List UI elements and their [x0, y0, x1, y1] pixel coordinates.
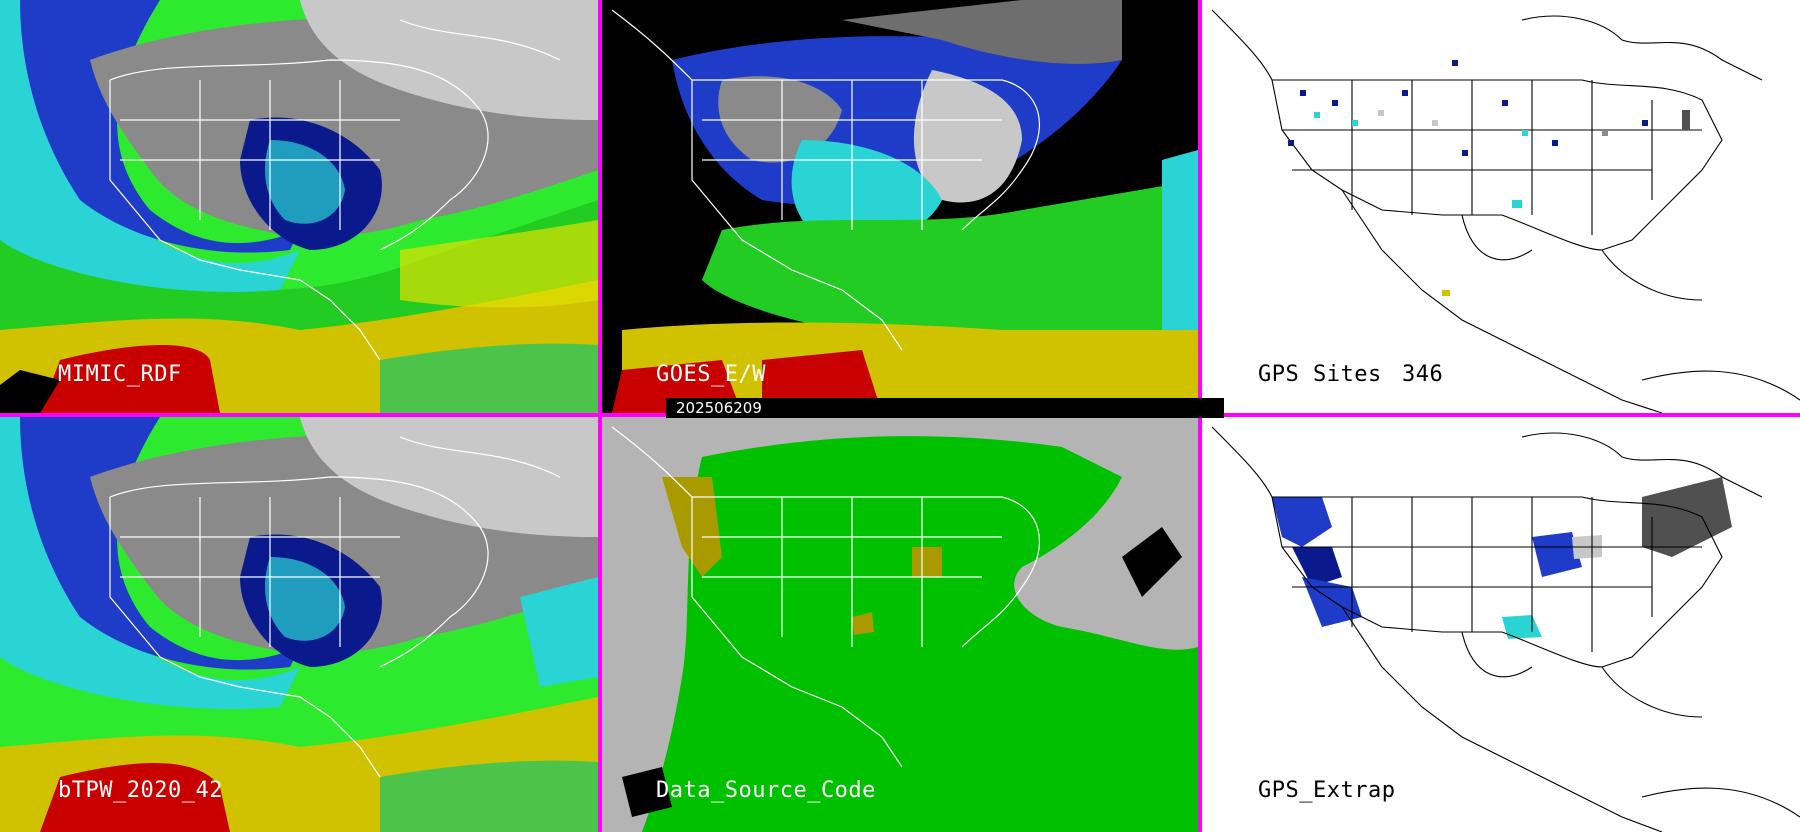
panel-label: GOES_E/W — [656, 362, 766, 387]
panel-goes: GOES_E/W — [602, 0, 1198, 413]
panel-label: GPS Sites — [1258, 362, 1382, 387]
gps-sites-map — [1202, 0, 1800, 413]
gps-extrap-map — [1202, 417, 1800, 832]
panel-gps-sites: GPS Sites 346 — [1202, 0, 1800, 413]
gps-site-markers — [1288, 60, 1690, 296]
panel-btpw: bTPW_2020_42 — [0, 417, 598, 832]
panel-label: MIMIC_RDF — [58, 362, 182, 387]
tpw-map-mimic — [0, 0, 598, 413]
panel-gps-extrap: GPS_Extrap — [1202, 417, 1800, 832]
tpw-map-btpw — [0, 417, 598, 832]
timestamp: 202506209 — [676, 399, 762, 417]
data-source-map — [602, 417, 1198, 832]
tpw-map-goes — [602, 0, 1198, 413]
panel-data-source-code: Data_Source_Code — [602, 417, 1198, 832]
gps-site-count: 346 — [1402, 362, 1444, 387]
panel-label: GPS_Extrap — [1258, 778, 1396, 803]
panel-label: Data_Source_Code — [656, 778, 876, 803]
panel-label: bTPW_2020_42 — [58, 778, 223, 803]
timestamp-bar — [666, 398, 1224, 418]
panel-mimic-rdf: MIMIC_RDF — [0, 0, 598, 413]
